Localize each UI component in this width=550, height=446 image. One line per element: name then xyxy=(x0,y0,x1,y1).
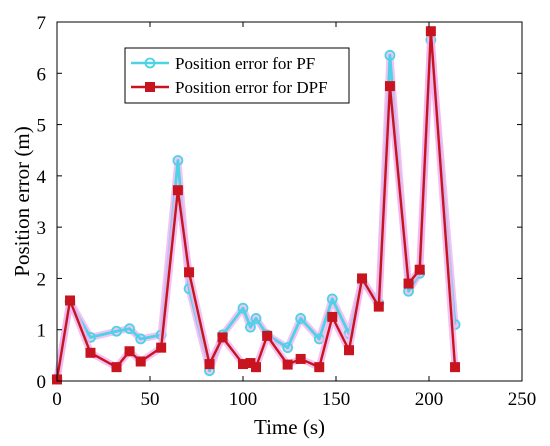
data-point xyxy=(172,185,183,196)
data-point xyxy=(65,295,76,306)
data-point xyxy=(384,49,396,61)
legend-box xyxy=(124,47,350,104)
x-tick-label: 250 xyxy=(508,389,537,410)
data-point xyxy=(414,264,425,275)
legend-marker-pf xyxy=(144,57,156,69)
data-point xyxy=(245,321,256,333)
legend-marker-dpf xyxy=(145,82,155,92)
data-point xyxy=(262,330,273,341)
legend-entry-dpf: Position error for DPF xyxy=(131,78,328,97)
axes-frame xyxy=(56,21,523,382)
y-tick-label: 2 xyxy=(37,269,47,290)
y-tick-label: 0 xyxy=(37,372,47,393)
y-tick-label: 5 xyxy=(37,116,47,137)
legend-label-dpf: Position error for DPF xyxy=(175,78,328,97)
data-point xyxy=(184,267,195,278)
data-point xyxy=(344,345,355,356)
y-tick-label: 3 xyxy=(37,218,47,239)
data-point xyxy=(172,155,184,166)
plot-area xyxy=(51,26,461,385)
legend-marker-shape xyxy=(145,82,155,92)
data-point xyxy=(111,362,122,373)
data-point xyxy=(217,332,228,343)
data-point xyxy=(295,353,306,364)
data-point xyxy=(282,342,294,354)
axis-ticks: 0 50 100 150 200 250 0 1 2 3 4 5 6 7 xyxy=(37,13,537,410)
data-point xyxy=(425,26,436,37)
data-point xyxy=(357,273,368,284)
legend: Position error for PF Position error for… xyxy=(124,47,350,104)
series-dpf xyxy=(52,26,461,385)
data-point xyxy=(204,359,215,370)
legend-entry-pf: Position error for PF xyxy=(131,54,315,73)
data-point xyxy=(251,362,262,373)
y-tick-label: 1 xyxy=(37,321,47,342)
data-point xyxy=(85,347,96,358)
data-point xyxy=(124,323,135,335)
y-tick-label: 7 xyxy=(37,13,47,34)
data-point xyxy=(326,293,338,305)
data-point xyxy=(250,313,262,324)
data-point xyxy=(282,359,293,370)
data-point xyxy=(237,302,249,314)
x-tick-label: 50 xyxy=(141,389,160,410)
data-point xyxy=(135,333,147,345)
legend-marker-shape xyxy=(144,57,156,69)
x-tick-label: 100 xyxy=(229,389,258,410)
data-point xyxy=(135,356,146,367)
data-point xyxy=(403,278,414,289)
x-axis-title: Time (s) xyxy=(254,415,325,439)
data-point xyxy=(111,325,122,337)
y-tick-label: 6 xyxy=(37,64,47,85)
data-point xyxy=(124,346,135,357)
x-tick-label: 150 xyxy=(322,389,351,410)
x-tick-label: 200 xyxy=(415,389,444,410)
data-point xyxy=(450,362,461,373)
data-point xyxy=(384,81,395,92)
data-point xyxy=(373,301,384,312)
legend-label-pf: Position error for PF xyxy=(175,54,315,73)
data-point xyxy=(295,313,307,324)
y-tick-label: 4 xyxy=(37,167,47,188)
x-tick-label: 0 xyxy=(52,389,62,410)
y-axis-title: Position error (m) xyxy=(10,126,34,276)
data-point xyxy=(314,362,325,373)
data-point xyxy=(327,311,338,322)
data-point xyxy=(156,342,167,353)
